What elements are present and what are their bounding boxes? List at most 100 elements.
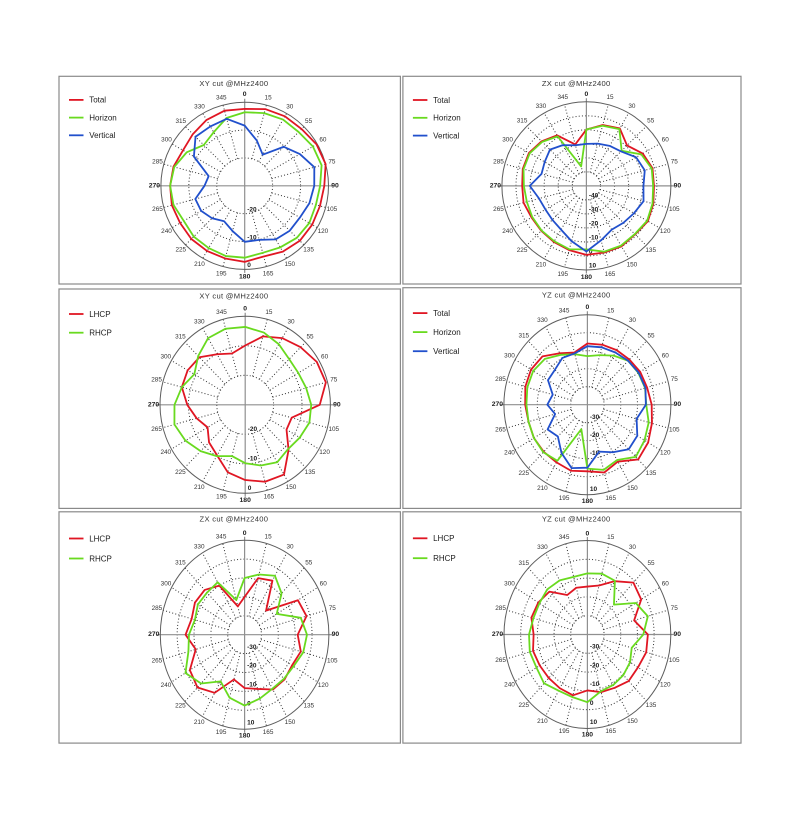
svg-text:YZ cut @MHz2400: YZ cut @MHz2400 (542, 290, 611, 299)
svg-text:225: 225 (175, 703, 186, 710)
svg-text:135: 135 (646, 470, 657, 477)
svg-text:330: 330 (536, 103, 547, 110)
svg-text:0: 0 (590, 700, 594, 707)
svg-text:RHCP: RHCP (89, 329, 112, 338)
svg-text:150: 150 (285, 719, 296, 726)
svg-text:55: 55 (305, 118, 313, 125)
svg-text:75: 75 (671, 605, 679, 612)
svg-text:-10: -10 (589, 235, 599, 242)
svg-text:-10: -10 (590, 681, 600, 688)
svg-text:10: 10 (247, 719, 255, 726)
svg-text:345: 345 (557, 94, 568, 101)
svg-text:165: 165 (605, 271, 616, 278)
svg-text:0: 0 (586, 304, 590, 311)
svg-text:240: 240 (504, 450, 515, 457)
svg-text:105: 105 (669, 206, 680, 213)
svg-text:270: 270 (490, 182, 502, 189)
svg-text:-20: -20 (589, 221, 599, 228)
svg-text:285: 285 (152, 159, 163, 166)
svg-text:285: 285 (493, 159, 504, 166)
svg-text:165: 165 (263, 270, 274, 277)
svg-text:90: 90 (332, 631, 340, 638)
svg-text:225: 225 (175, 247, 186, 254)
svg-text:0: 0 (243, 306, 247, 313)
svg-text:90: 90 (674, 631, 682, 638)
svg-text:120: 120 (318, 682, 329, 689)
svg-text:105: 105 (327, 206, 338, 213)
svg-text:60: 60 (321, 354, 329, 361)
svg-text:195: 195 (216, 270, 227, 277)
svg-text:LHCP: LHCP (89, 310, 110, 319)
svg-text:330: 330 (537, 317, 548, 324)
svg-text:135: 135 (646, 702, 657, 709)
svg-text:165: 165 (264, 494, 275, 501)
svg-text:270: 270 (148, 631, 160, 638)
svg-text:120: 120 (660, 228, 671, 235)
svg-text:210: 210 (536, 262, 547, 269)
svg-text:180: 180 (582, 732, 594, 739)
svg-text:265: 265 (152, 657, 163, 664)
svg-text:265: 265 (495, 657, 506, 664)
svg-text:150: 150 (284, 261, 295, 268)
svg-text:ZX cut @MHz2400: ZX cut @MHz2400 (200, 515, 269, 524)
svg-text:YZ cut @MHz2400: YZ cut @MHz2400 (542, 515, 611, 524)
svg-text:90: 90 (674, 182, 682, 189)
svg-text:195: 195 (216, 494, 227, 501)
svg-text:75: 75 (329, 605, 337, 612)
svg-text:210: 210 (537, 485, 548, 492)
svg-text:180: 180 (239, 732, 251, 739)
svg-text:LHCP: LHCP (89, 534, 110, 543)
svg-text:Vertical: Vertical (433, 347, 459, 356)
svg-text:315: 315 (175, 334, 186, 341)
svg-text:60: 60 (319, 137, 327, 144)
svg-text:165: 165 (263, 729, 274, 736)
svg-text:240: 240 (161, 228, 172, 235)
svg-text:Total: Total (433, 309, 450, 318)
svg-text:270: 270 (492, 401, 504, 408)
svg-text:330: 330 (194, 319, 205, 326)
svg-text:Vertical: Vertical (89, 131, 115, 140)
svg-text:105: 105 (669, 426, 680, 433)
svg-text:Total: Total (433, 96, 450, 105)
svg-text:225: 225 (518, 470, 529, 477)
svg-text:135: 135 (645, 247, 656, 254)
svg-text:345: 345 (216, 534, 227, 541)
svg-text:10: 10 (590, 719, 598, 726)
svg-text:300: 300 (504, 353, 515, 360)
svg-text:15: 15 (265, 534, 273, 541)
svg-text:180: 180 (581, 274, 593, 281)
svg-text:-20: -20 (590, 662, 600, 669)
svg-text:-20: -20 (247, 207, 257, 214)
svg-text:Total: Total (89, 96, 106, 105)
svg-text:30: 30 (286, 103, 294, 110)
svg-text:30: 30 (286, 544, 294, 551)
svg-text:75: 75 (671, 159, 679, 166)
svg-text:135: 135 (303, 703, 314, 710)
svg-text:300: 300 (502, 137, 513, 144)
svg-text:0: 0 (243, 530, 247, 537)
svg-text:315: 315 (518, 560, 529, 567)
svg-text:270: 270 (492, 631, 504, 638)
svg-text:225: 225 (517, 247, 528, 254)
svg-text:345: 345 (216, 94, 227, 101)
svg-text:30: 30 (628, 103, 636, 110)
svg-text:15: 15 (607, 308, 615, 315)
svg-text:-10: -10 (247, 234, 257, 241)
svg-text:315: 315 (518, 333, 529, 340)
svg-text:30: 30 (629, 317, 637, 324)
svg-text:270: 270 (148, 401, 160, 408)
svg-text:XY cut @MHz2400: XY cut @MHz2400 (199, 292, 268, 301)
svg-text:-10: -10 (248, 455, 258, 462)
svg-text:30: 30 (287, 319, 295, 326)
svg-text:105: 105 (327, 657, 338, 664)
svg-text:55: 55 (647, 560, 655, 567)
svg-text:240: 240 (504, 681, 515, 688)
svg-text:90: 90 (331, 182, 339, 189)
svg-text:Horizon: Horizon (433, 114, 461, 123)
svg-text:210: 210 (194, 719, 205, 726)
svg-text:-30: -30 (590, 414, 600, 421)
svg-text:195: 195 (559, 495, 570, 502)
svg-text:345: 345 (216, 309, 227, 316)
svg-text:300: 300 (161, 137, 172, 144)
svg-text:120: 120 (319, 449, 330, 456)
